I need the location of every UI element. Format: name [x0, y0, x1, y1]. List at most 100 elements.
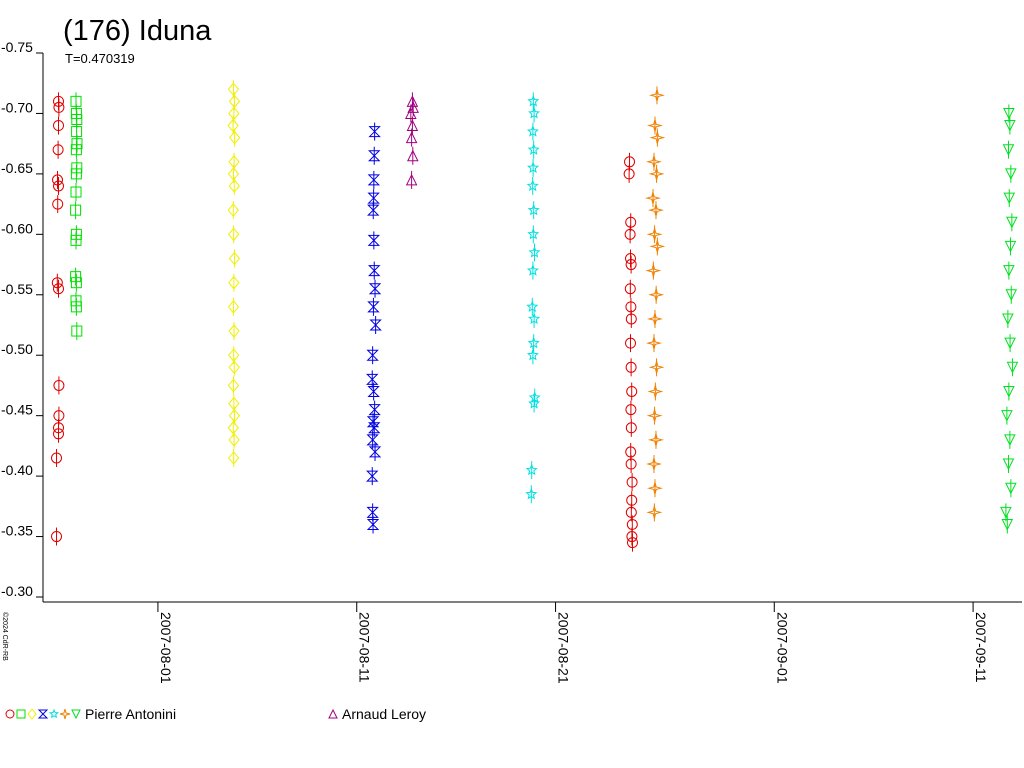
data-point	[366, 506, 379, 518]
data-point	[647, 431, 664, 448]
data-point	[53, 120, 65, 132]
data-point	[527, 336, 540, 349]
data-point	[366, 470, 379, 482]
series	[644, 86, 666, 522]
y-tick-label: -0.30	[1, 583, 33, 599]
data-point	[527, 161, 540, 173]
data-point	[366, 373, 379, 385]
series	[51, 92, 639, 552]
data-point	[526, 264, 539, 276]
data-point	[1003, 385, 1015, 398]
data-point	[227, 378, 240, 393]
data-point	[625, 422, 637, 434]
data-point	[527, 143, 540, 155]
series	[405, 92, 420, 189]
data-point	[70, 144, 82, 156]
data-point	[228, 106, 240, 121]
data-point	[645, 335, 662, 352]
data-point	[646, 310, 663, 327]
data-point	[366, 349, 379, 361]
data-point	[367, 385, 380, 397]
data-point	[647, 383, 664, 400]
data-point	[52, 174, 64, 186]
data-point	[70, 234, 82, 246]
data-point	[1006, 216, 1018, 229]
data-point	[625, 216, 637, 228]
data-point	[368, 126, 381, 138]
data-point	[1004, 337, 1016, 350]
data-point	[1001, 410, 1013, 422]
y-tick-label: -0.55	[1, 281, 33, 297]
data-point	[526, 179, 539, 192]
data-point	[1002, 144, 1015, 156]
copyright: ©2024 CdR-RB	[1, 612, 9, 661]
data-point	[1003, 107, 1015, 120]
data-point	[71, 325, 83, 337]
legend-symbol	[37, 709, 49, 719]
data-point	[228, 179, 240, 193]
data-point	[1003, 265, 1015, 277]
data-point	[1004, 120, 1016, 132]
y-tick-label: -0.50	[1, 341, 33, 357]
data-point	[645, 456, 662, 473]
data-point	[648, 165, 665, 182]
data-point	[1003, 192, 1016, 205]
data-point	[646, 480, 663, 497]
x-tick-label: 2007-08-21	[556, 612, 572, 684]
data-point	[70, 271, 82, 283]
data-point	[646, 407, 663, 424]
data-point	[625, 337, 637, 349]
data-point	[1005, 482, 1017, 495]
data-point	[625, 361, 637, 373]
legend-label: Arnaud Leroy	[342, 706, 426, 722]
data-point	[228, 251, 241, 266]
y-tick-label: -0.70	[1, 99, 33, 115]
data-point	[70, 301, 82, 313]
y-tick-label: -0.65	[1, 160, 33, 176]
data-point	[52, 144, 64, 156]
data-point	[406, 119, 419, 132]
data-point	[527, 203, 540, 216]
data-point	[625, 253, 637, 265]
data-point	[53, 283, 65, 295]
y-tick-label: -0.35	[1, 523, 33, 539]
data-point	[366, 518, 380, 530]
data-point	[626, 531, 638, 543]
data-point	[525, 487, 538, 500]
legend-symbol	[71, 709, 81, 720]
chart-title: (176) Iduna	[63, 15, 212, 47]
series	[366, 122, 382, 534]
data-point	[228, 155, 240, 169]
data-point	[228, 324, 240, 338]
data-point	[1005, 168, 1017, 181]
data-point	[1001, 518, 1014, 531]
data-point	[645, 262, 662, 279]
data-point	[367, 234, 381, 246]
data-point	[227, 167, 240, 181]
data-point	[646, 226, 663, 243]
y-tick-label: -0.40	[1, 462, 33, 478]
data-point	[227, 118, 239, 133]
data-point	[644, 190, 661, 207]
data-point	[528, 312, 541, 325]
data-point	[367, 204, 380, 216]
y-tick-label: -0.45	[1, 402, 33, 418]
data-point	[70, 277, 82, 289]
series	[525, 92, 541, 504]
data-point	[1006, 361, 1019, 374]
data-point	[228, 94, 241, 109]
data-point	[646, 504, 663, 521]
data-point	[368, 446, 382, 458]
data-point	[228, 348, 240, 363]
data-point	[626, 385, 638, 397]
y-tick-label: -0.60	[1, 220, 33, 236]
data-point	[624, 283, 636, 295]
data-point	[229, 130, 241, 145]
data-point	[53, 101, 65, 113]
chart-subtitle: T=0.470319	[65, 51, 135, 66]
data-point	[645, 153, 662, 170]
data-point	[405, 107, 417, 119]
data-point	[228, 433, 240, 447]
data-point	[227, 300, 240, 314]
data-point	[528, 107, 541, 119]
